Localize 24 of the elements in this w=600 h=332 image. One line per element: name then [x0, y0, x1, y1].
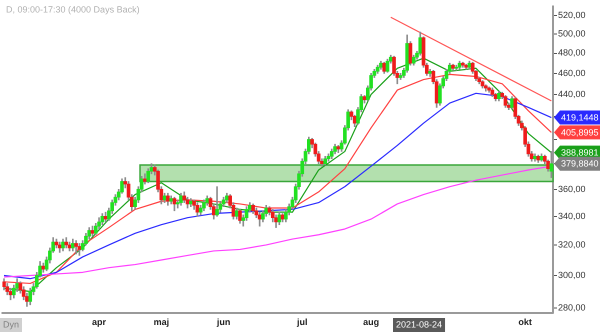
y-tick-label: 520,00: [558, 10, 586, 20]
text: 419,1448: [561, 112, 599, 122]
y-tick-label: 340,00: [558, 210, 586, 221]
chart-title: D, 09:00-17:30 (4000 Days Back): [6, 4, 140, 14]
candlestick: [215, 186, 219, 217]
x-tick-label: maj: [154, 317, 170, 328]
text: Dyn: [3, 319, 20, 330]
y-tick-label: 460,00: [558, 68, 586, 78]
text: 388,8981: [561, 148, 599, 158]
text: 2021-08-24: [396, 319, 442, 330]
y-tick-label: 320,00: [558, 239, 586, 250]
y-tick-label: 500,00: [558, 28, 586, 38]
text: 379,8840: [561, 158, 599, 169]
x-tick-label: apr: [92, 317, 107, 328]
text: 405,8995: [561, 127, 599, 138]
x-tick-label: aug: [363, 317, 380, 328]
y-tick-label: 480,00: [558, 48, 586, 58]
x-tick-label: jul: [296, 317, 308, 328]
x-tick-label: jun: [216, 317, 230, 328]
y-tick-label: 300,00: [558, 270, 586, 280]
y-tick-label: 280,00: [558, 302, 586, 313]
x-tick-label: okt: [518, 317, 532, 328]
y-tick-label: 360,00: [558, 184, 586, 194]
y-tick-label: 440,00: [558, 88, 586, 99]
